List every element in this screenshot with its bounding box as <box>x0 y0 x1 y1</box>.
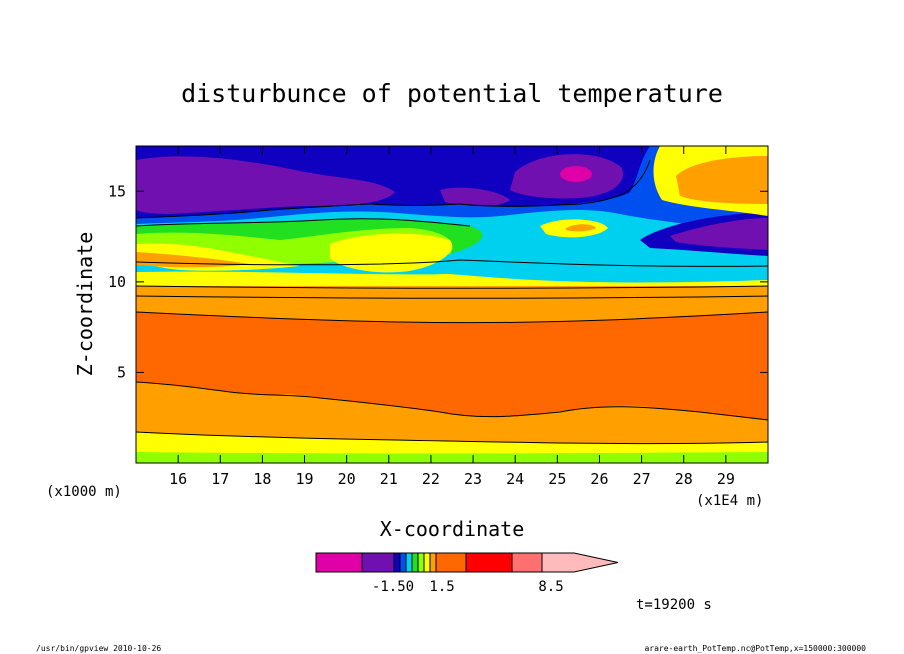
upper-right-orange <box>676 156 768 204</box>
colorbar-swatch <box>393 552 401 573</box>
surface-green <box>136 452 768 463</box>
x-tick-label: 22 <box>422 470 440 488</box>
y-axis: 5 10 15 <box>108 182 768 381</box>
colorbar-label: 1.5 <box>429 579 454 595</box>
colorbar-arrow <box>541 552 619 573</box>
x-tick-label: 19 <box>296 470 314 488</box>
x-unit-left: (x1000 m) <box>46 484 122 500</box>
contour-line <box>136 285 768 289</box>
y-axis-label: Z-coordinate <box>73 232 97 377</box>
contour-line <box>136 431 768 444</box>
x-tick-label: 27 <box>633 470 651 488</box>
x-tick-label: 26 <box>590 470 608 488</box>
contour-field <box>136 146 768 463</box>
contour-line <box>136 295 768 299</box>
colorbar: -1.50 1.5 8.5 <box>315 552 619 595</box>
colorbar-swatch <box>417 552 425 573</box>
footer-right: arare-earth_PotTemp.nc@PotTemp,x=150000:… <box>644 644 866 653</box>
mid-right-orange <box>566 224 596 232</box>
x-tick-label: 20 <box>338 470 356 488</box>
colorbar-swatch <box>465 552 513 573</box>
contour-line <box>136 381 768 421</box>
contour-line <box>136 311 768 324</box>
colorbar-label: -1.50 <box>372 579 414 595</box>
x-tick-label: 25 <box>548 470 566 488</box>
colorbar-swatch <box>361 552 395 573</box>
plot-frame <box>135 145 769 464</box>
max-negative-core <box>560 166 592 182</box>
left-orange-strip <box>136 252 250 268</box>
contour-line <box>136 218 471 227</box>
y-tick-label: 10 <box>108 273 126 291</box>
x-tick-label: 28 <box>675 470 693 488</box>
y-tick-label: 5 <box>117 363 126 381</box>
colorbar-swatch <box>315 552 363 573</box>
chart-title: disturbunce of potential temperature <box>181 79 723 108</box>
x-tick-label: 23 <box>464 470 482 488</box>
contour-line <box>136 259 768 267</box>
stratosphere-small-core <box>440 187 510 207</box>
x-tick-label: 17 <box>211 470 229 488</box>
x-axis: 16 17 18 19 20 21 22 23 24 25 26 27 28 29 <box>169 146 735 488</box>
colorbar-swatch <box>423 552 431 573</box>
colorbar-label: 8.5 <box>538 579 563 595</box>
colorbar-swatch <box>435 552 467 573</box>
colorbar-swatch <box>429 552 437 573</box>
colorbar-swatch <box>399 552 407 573</box>
right-purple-lens <box>670 218 768 250</box>
x-tick-label: 29 <box>717 470 735 488</box>
x-tick-label: 21 <box>380 470 398 488</box>
colorbar-swatch <box>511 552 543 573</box>
lower-tropo-yellow <box>136 271 768 288</box>
contour-line <box>136 159 651 219</box>
y-tick-label: 15 <box>108 182 126 200</box>
x-axis-label: X-coordinate <box>380 517 525 541</box>
x-tick-label: 16 <box>169 470 187 488</box>
footer-left: /usr/bin/gpview 2010-10-26 <box>36 644 161 653</box>
x-unit-right: (x1E4 m) <box>696 493 763 509</box>
colorbar-swatch <box>411 552 419 573</box>
troposphere-core <box>136 312 768 420</box>
colorbar-swatch <box>405 552 413 573</box>
stratosphere-core-left <box>136 156 395 214</box>
x-tick-label: 18 <box>253 470 271 488</box>
x-tick-label: 24 <box>506 470 524 488</box>
time-annotation: t=19200 s <box>636 597 712 613</box>
